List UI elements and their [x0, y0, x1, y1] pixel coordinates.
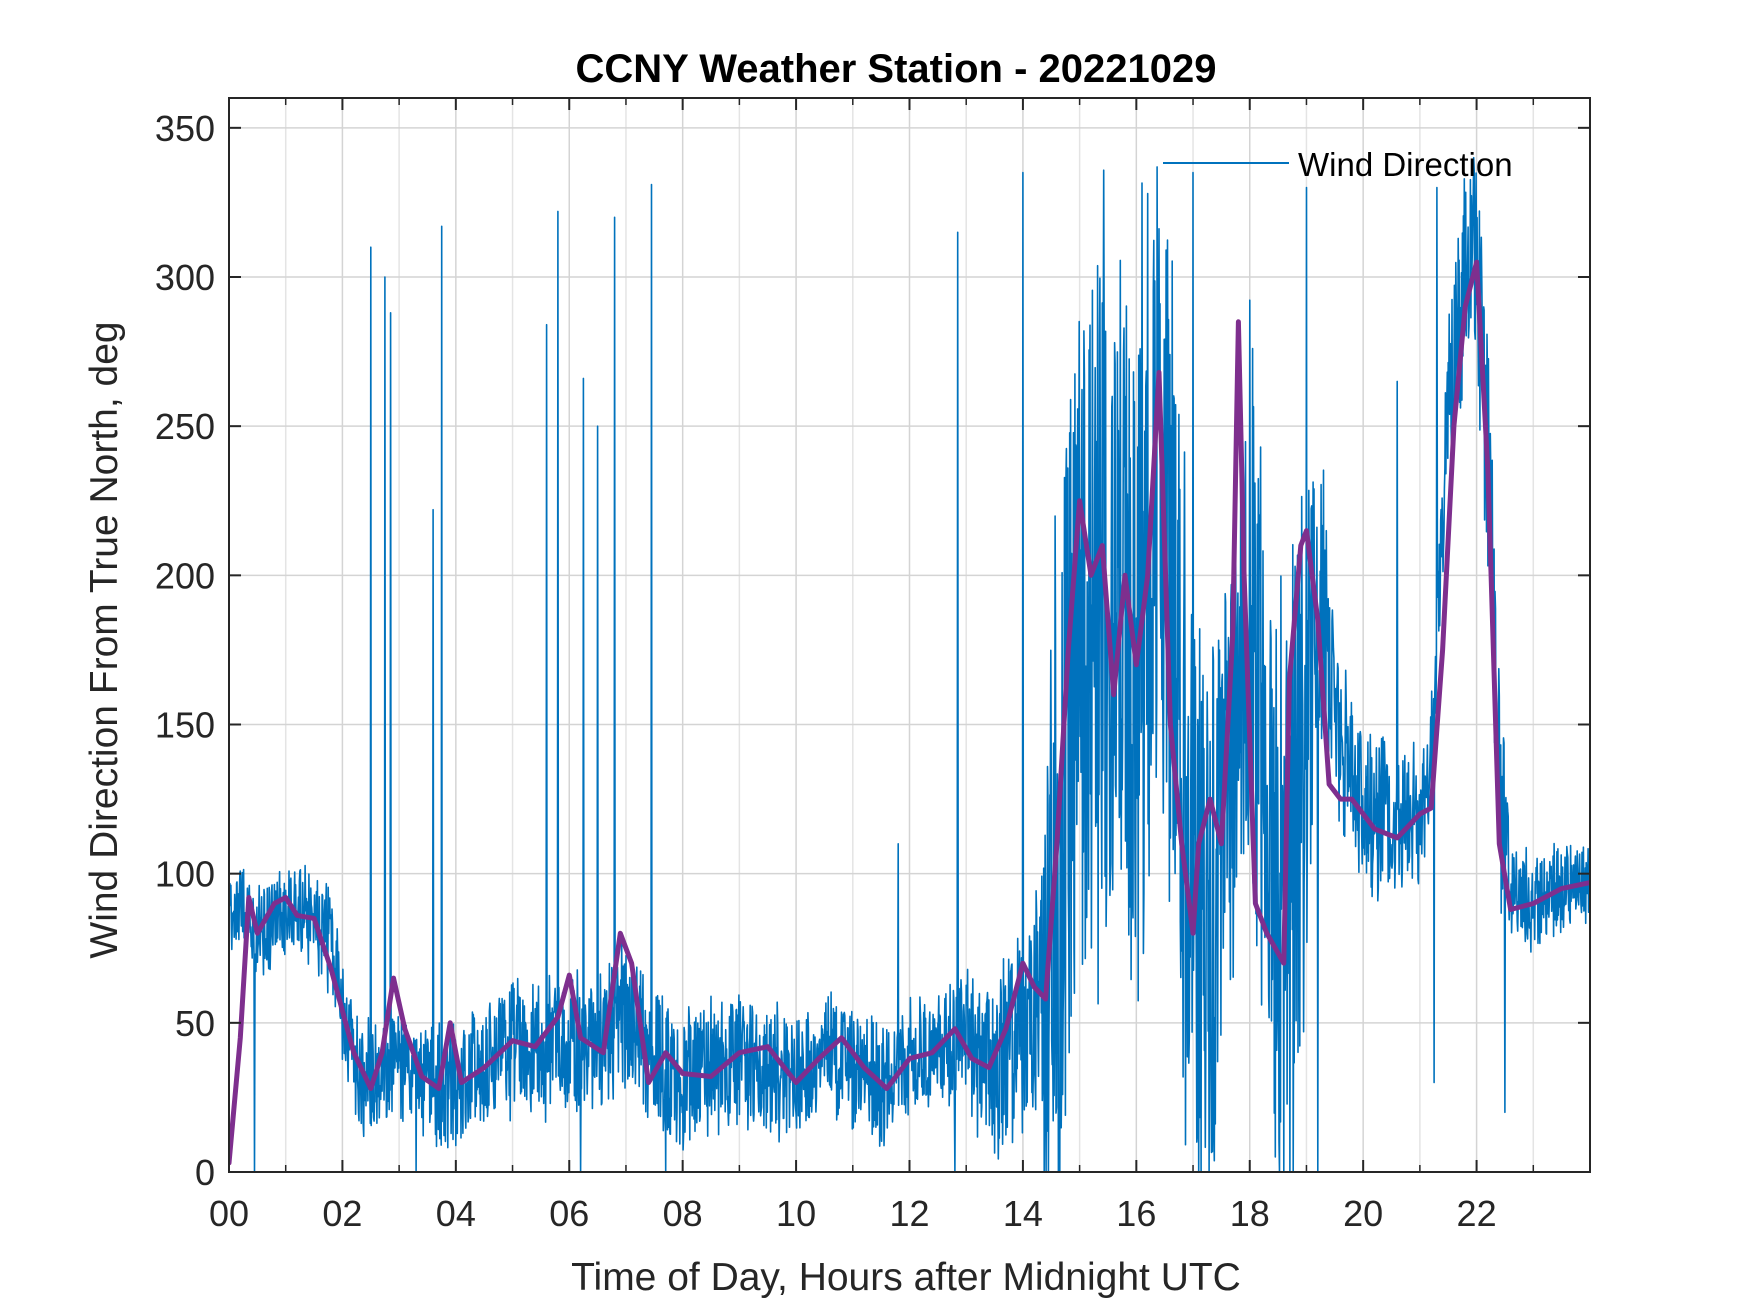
- y-tick-label: 200: [155, 555, 215, 596]
- y-tick-label: 50: [175, 1003, 215, 1044]
- y-tick-label: 250: [155, 406, 215, 447]
- plot-area: [229, 156, 1590, 1172]
- y-tick-label: 0: [195, 1152, 215, 1193]
- x-tick-label: 20: [1343, 1193, 1383, 1234]
- y-tick-label: 300: [155, 257, 215, 298]
- x-tick-label: 16: [1116, 1193, 1156, 1234]
- y-tick-labels: 0 50 100 150 200 250 300 350: [155, 108, 215, 1193]
- x-tick-label: 14: [1003, 1193, 1043, 1234]
- x-axis-label: Time of Day, Hours after Midnight UTC: [571, 1256, 1241, 1299]
- y-axis-label: Wind Direction From True North, deg: [83, 321, 126, 958]
- smoothed-wind-direction-line: [229, 259, 1590, 1166]
- y-tick-label: 100: [155, 854, 215, 895]
- y-tick-label: 350: [155, 108, 215, 149]
- legend-label-wind-direction: Wind Direction: [1298, 146, 1513, 183]
- wind-direction-series-line: [229, 156, 1590, 1172]
- x-tick-label: 10: [776, 1193, 816, 1234]
- axes-box: [228, 97, 1591, 1173]
- y-tick-label: 150: [155, 705, 215, 746]
- legend: Wind Direction: [1163, 146, 1513, 183]
- x-tick-label: 08: [663, 1193, 703, 1234]
- x-tick-label: 18: [1230, 1193, 1270, 1234]
- x-tick-label: 02: [322, 1193, 362, 1234]
- x-tick-label: 12: [889, 1193, 929, 1234]
- chart-title: CCNY Weather Station - 20221029: [576, 47, 1217, 91]
- x-tick-label: 04: [436, 1193, 476, 1234]
- x-tick-label: 06: [549, 1193, 589, 1234]
- x-tick-label: 00: [209, 1193, 249, 1234]
- x-tick-label: 22: [1457, 1193, 1497, 1234]
- x-tick-labels: 00 02 04 06 08 10 12 14 16 18 20 22: [209, 1193, 1497, 1234]
